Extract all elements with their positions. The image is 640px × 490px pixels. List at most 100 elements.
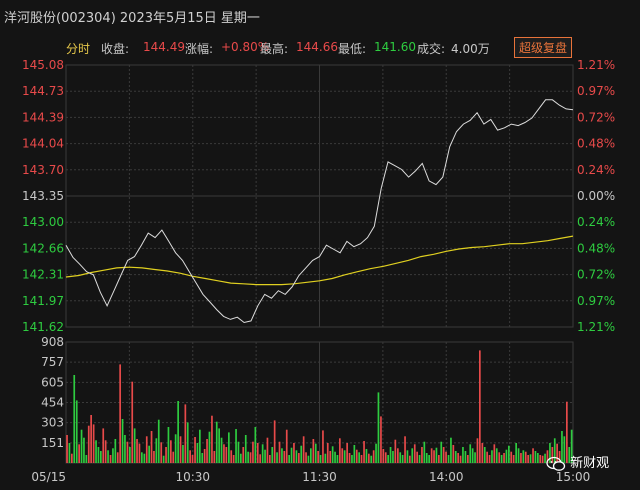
volume-bar xyxy=(491,450,493,463)
volume-bar xyxy=(247,451,249,463)
volume-bar xyxy=(399,452,402,463)
time-tick-label: 05/15 xyxy=(31,470,66,484)
volume-bar xyxy=(237,441,240,463)
time-tick-label: 11:30 xyxy=(302,470,337,484)
volume-bar xyxy=(310,448,312,463)
volume-bars xyxy=(66,350,573,463)
volume-bar xyxy=(165,447,167,463)
volume-bar xyxy=(259,454,261,463)
volume-bar xyxy=(116,452,119,463)
time-tick-label: 10:30 xyxy=(175,470,210,484)
super-replay-button[interactable]: 超级复盘 xyxy=(514,37,573,58)
volume-bar xyxy=(273,420,276,463)
volume-bar xyxy=(319,455,322,463)
volume-tick-label: 151 xyxy=(41,436,64,450)
volume-bar xyxy=(300,445,303,463)
volume-bar xyxy=(348,453,351,463)
pct-tick-label: 0.97% xyxy=(577,84,615,98)
volume-bar xyxy=(109,455,112,463)
volume-bar xyxy=(285,429,288,463)
volume-bar xyxy=(510,451,513,463)
volume-bar xyxy=(218,428,220,463)
volume-bar xyxy=(459,455,462,463)
volume-bar xyxy=(235,429,237,463)
volume-bar xyxy=(561,431,563,463)
volume-bar xyxy=(326,443,329,463)
volume-bar xyxy=(107,450,109,463)
volume-bar xyxy=(476,438,479,463)
volume-bar xyxy=(302,436,305,463)
volume-bar xyxy=(312,439,315,463)
price-tick-label: 142.31 xyxy=(22,268,64,282)
volume-bar xyxy=(397,448,399,463)
volume-bar xyxy=(150,431,153,463)
volume-bar xyxy=(553,438,556,463)
volume-bar xyxy=(479,350,481,463)
volume-bar xyxy=(358,452,360,463)
mode-label[interactable]: 分时 xyxy=(66,42,91,56)
volume-bar xyxy=(66,435,68,463)
average-price-line xyxy=(65,235,574,286)
volume-bar xyxy=(353,445,356,463)
volume-tick-label: 303 xyxy=(41,416,64,430)
volume-bar xyxy=(288,455,290,463)
volume-bar xyxy=(498,452,501,463)
volume-bar xyxy=(404,436,406,463)
volume-bar xyxy=(382,449,385,463)
close-value: 144.49 xyxy=(143,40,185,54)
volume-bar xyxy=(442,447,445,463)
pct-tick-label: 1.21% xyxy=(577,58,615,72)
volume-bar xyxy=(355,449,358,463)
pct-tick-label: 0.24% xyxy=(577,215,615,229)
volume-bar xyxy=(568,447,571,463)
volume-bar xyxy=(225,447,228,463)
volume-bar xyxy=(524,451,527,463)
volume-bar xyxy=(387,455,389,463)
volume-bar xyxy=(541,455,544,463)
volume-bar xyxy=(276,452,278,463)
volume-bar xyxy=(283,451,286,463)
volume-tick-label: 757 xyxy=(41,355,64,369)
volume-bar xyxy=(558,451,561,463)
change-label: 涨幅: xyxy=(185,42,214,56)
title-bar: 洋河股份(002304) 2023年5月15日 星期一 xyxy=(0,0,640,34)
volume-bar xyxy=(160,442,163,463)
volume-bar xyxy=(215,421,218,463)
volume-bar xyxy=(244,435,247,463)
watermark: 新财观 xyxy=(546,452,609,472)
volume-bar xyxy=(208,431,211,463)
volume-bar xyxy=(232,455,235,463)
pct-tick-label: 0.00% xyxy=(577,189,615,203)
volume-bar xyxy=(211,415,213,463)
price-tick-label: 145.08 xyxy=(22,58,64,72)
volume-bar xyxy=(532,448,534,463)
volume-bar xyxy=(372,450,375,463)
volume-bar xyxy=(184,404,187,463)
volume-bar xyxy=(186,422,189,463)
volume-bar xyxy=(157,419,160,463)
volume-bar xyxy=(450,437,452,463)
volume-bar xyxy=(242,447,245,463)
price-tick-label: 144.73 xyxy=(22,84,64,98)
close-label: 收盘: xyxy=(101,42,130,56)
volume-bar xyxy=(462,447,464,463)
volume-bar xyxy=(380,416,382,463)
volume-bar xyxy=(104,440,107,463)
volume-bar xyxy=(454,451,457,463)
volume-bar xyxy=(368,453,370,463)
time-tick-label: 14:00 xyxy=(429,470,464,484)
volume-bar xyxy=(445,451,447,463)
volume-bar xyxy=(213,451,216,463)
volume-bar xyxy=(317,451,319,463)
volume-bar xyxy=(136,439,138,463)
volume-bar xyxy=(75,400,78,463)
volume-bar xyxy=(493,444,496,463)
volume-bar xyxy=(551,447,554,463)
volume-bar xyxy=(124,435,126,463)
volume-bar xyxy=(71,453,73,463)
volume-bar xyxy=(425,453,428,463)
volume-bar xyxy=(375,443,377,463)
volume-bar xyxy=(100,451,102,463)
volume-bar xyxy=(556,443,558,463)
volume-bar xyxy=(520,453,522,463)
